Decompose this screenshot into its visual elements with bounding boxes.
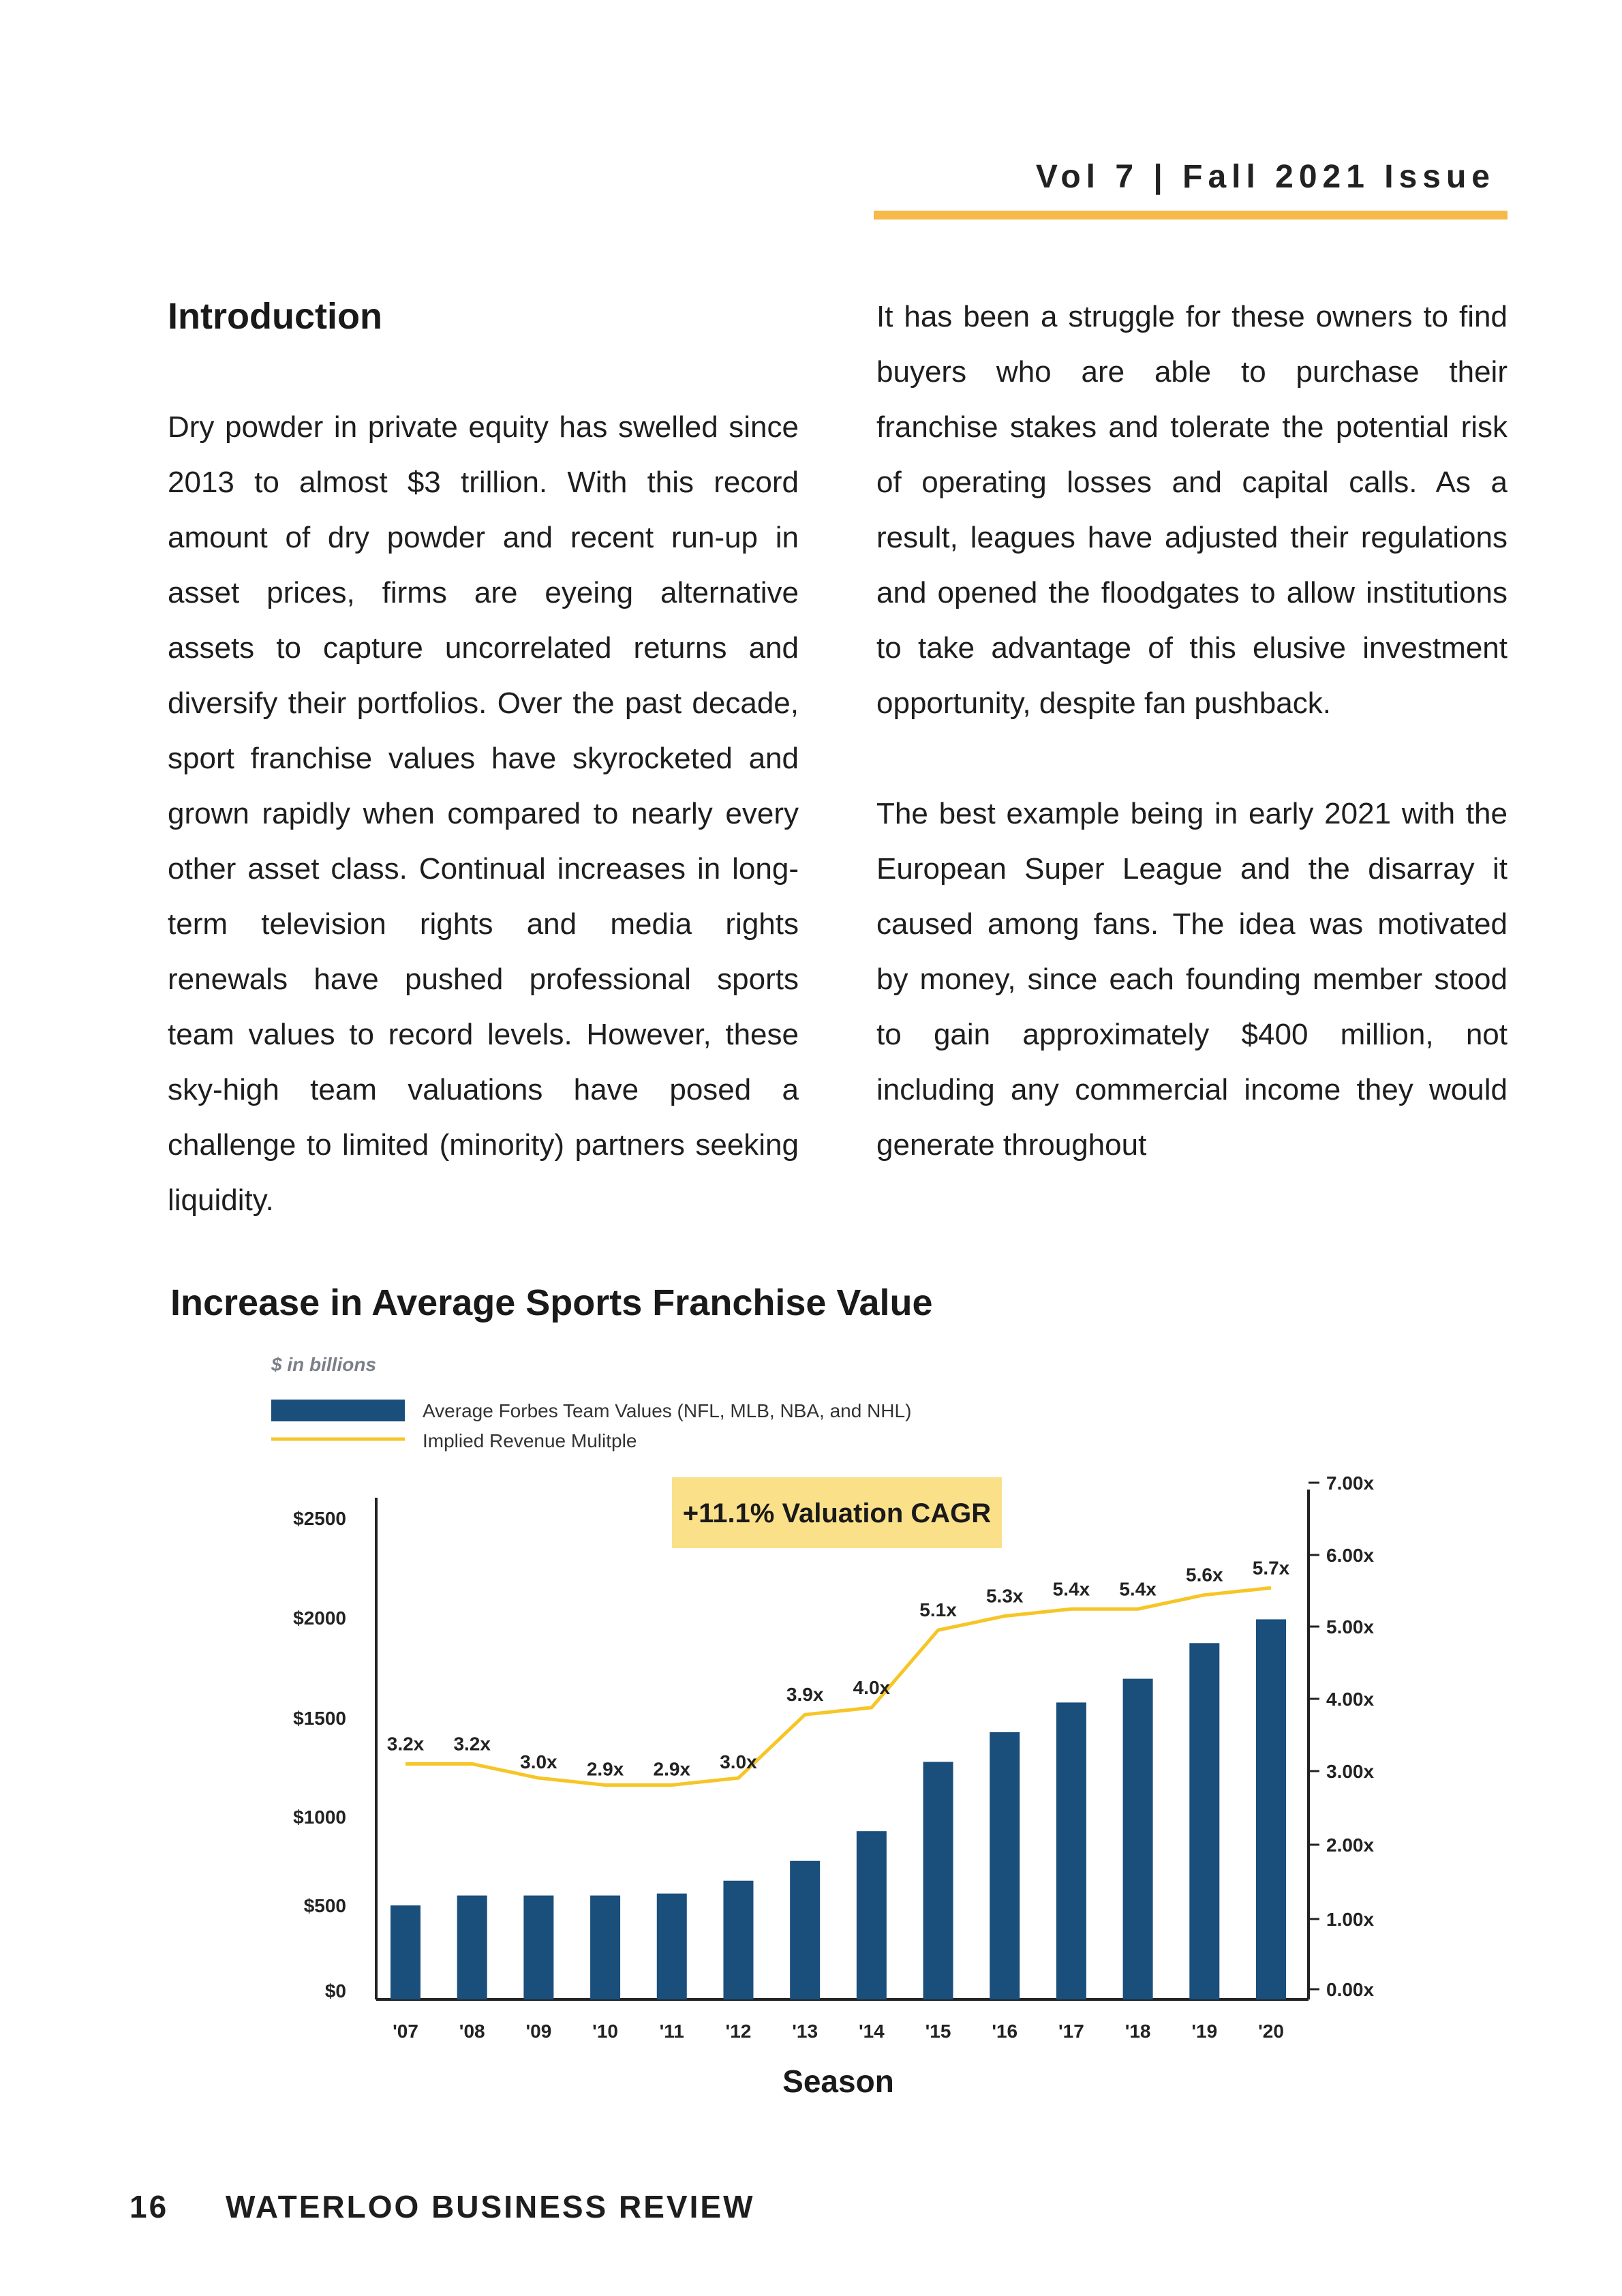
bar-1 [457,1895,487,1999]
y-right-tick-label: 4.00x [1326,1689,1374,1710]
x-tick-label: '08 [459,2021,485,2042]
multiple-label-4: 2.9x [654,1758,691,1779]
multiple-label-2: 3.0x [520,1751,557,1772]
y-left-tick-label: $1000 [293,1807,346,1828]
y-right-tick-label: 2.00x [1326,1834,1374,1856]
franchise-value-chart: $ in billions Average Forbes Team Values … [271,1354,1374,2099]
multiple-label-5: 3.0x [720,1751,757,1772]
issue-label: Vol 7 | Fall 2021 Issue [1035,159,1495,195]
x-tick-label: '09 [525,2021,551,2042]
x-tick-label: '16 [992,2021,1017,2042]
cagr-callout: +11.1% Valuation CAGR [683,1498,991,1528]
cagr-callout-box [672,1477,1002,1548]
multiple-label-8: 5.1x [919,1599,957,1620]
x-tick-label: '15 [925,2021,951,2042]
x-tick-label: '07 [393,2021,418,2042]
x-axis-label: Season [782,2064,894,2099]
chart-title: Increase in Average Sports Franchise Val… [170,1282,933,1323]
page-number: 16 [129,2189,169,2224]
bar-10 [1056,1702,1086,1999]
multiple-label-13: 5.7x [1253,1557,1290,1578]
x-tick-label: '20 [1258,2021,1284,2042]
y-left-tick-label: $500 [304,1895,346,1916]
bar-2 [523,1895,554,1999]
multiple-label-6: 3.9x [786,1684,824,1705]
bar-6 [790,1860,821,1999]
x-tick-label: '19 [1191,2021,1217,2042]
y-right-tick-label: 7.00x [1326,1472,1374,1494]
x-tick-label: '18 [1125,2021,1151,2042]
y-left-tick-label: $0 [325,1980,346,2002]
multiple-label-10: 5.4x [1053,1578,1090,1599]
bar-12 [1189,1643,1220,1999]
multiple-label-0: 3.2x [387,1733,425,1754]
legend-bar-swatch [271,1400,405,1421]
multiple-label-7: 4.0x [853,1677,891,1698]
left-column: Introduction Dry powder in private equit… [168,289,799,1228]
multiple-label-1: 3.2x [453,1733,491,1754]
multiple-line [406,1586,1272,1787]
y-left-tick-label: $2000 [293,1607,346,1629]
y-right-tick-label: 3.00x [1326,1761,1374,1782]
y-left-tick-label: $1500 [293,1708,346,1729]
body-paragraph-1: It has been a struggle for these owners … [876,300,1508,720]
multiple-label-9: 5.3x [986,1586,1024,1607]
bar-9 [990,1732,1020,1999]
bar-13 [1256,1619,1286,1999]
x-tick-label: '13 [792,2021,818,2042]
issue-rule [874,211,1508,220]
x-tick-label: '11 [660,2021,684,2042]
intro-paragraph: Dry powder in private equity has swelled… [168,410,799,1217]
bar-3 [590,1895,621,1999]
x-tick-label: '10 [592,2021,618,2042]
bar-5 [723,1880,754,1999]
y-right-tick-label: 5.00x [1326,1616,1374,1637]
bar-11 [1122,1678,1153,1999]
bar-4 [656,1893,687,1999]
x-tick-label: '12 [726,2021,752,2042]
legend-bar-label: Average Forbes Team Values (NFL, MLB, NB… [423,1400,911,1421]
y-right-tick-label: 1.00x [1326,1909,1374,1930]
right-column: It has been a struggle for these owners … [876,289,1508,1173]
multiple-label-12: 5.6x [1186,1565,1223,1586]
multiple-label-11: 5.4x [1119,1578,1157,1599]
x-tick-label: '14 [859,2021,885,2042]
footer: 16 WATERLOO BUSINESS REVIEW [129,2188,755,2225]
bar-8 [923,1762,953,1999]
section-heading: Introduction [168,296,382,337]
publication-name: WATERLOO BUSINESS REVIEW [225,2189,755,2224]
unit-note: $ in billions [271,1354,376,1375]
legend-line-label: Implied Revenue Mulitple [423,1430,637,1451]
body-paragraph-2: The best example being in early 2021 wit… [876,797,1508,1162]
x-tick-label: '17 [1058,2021,1084,2042]
y-left-tick-label: $2500 [293,1508,346,1529]
multiple-label-3: 2.9x [587,1758,624,1779]
bar-0 [391,1905,420,1999]
bar-7 [856,1831,887,1999]
y-right-tick-label: 0.00x [1326,1979,1374,2000]
y-right-tick-label: 6.00x [1326,1545,1374,1566]
